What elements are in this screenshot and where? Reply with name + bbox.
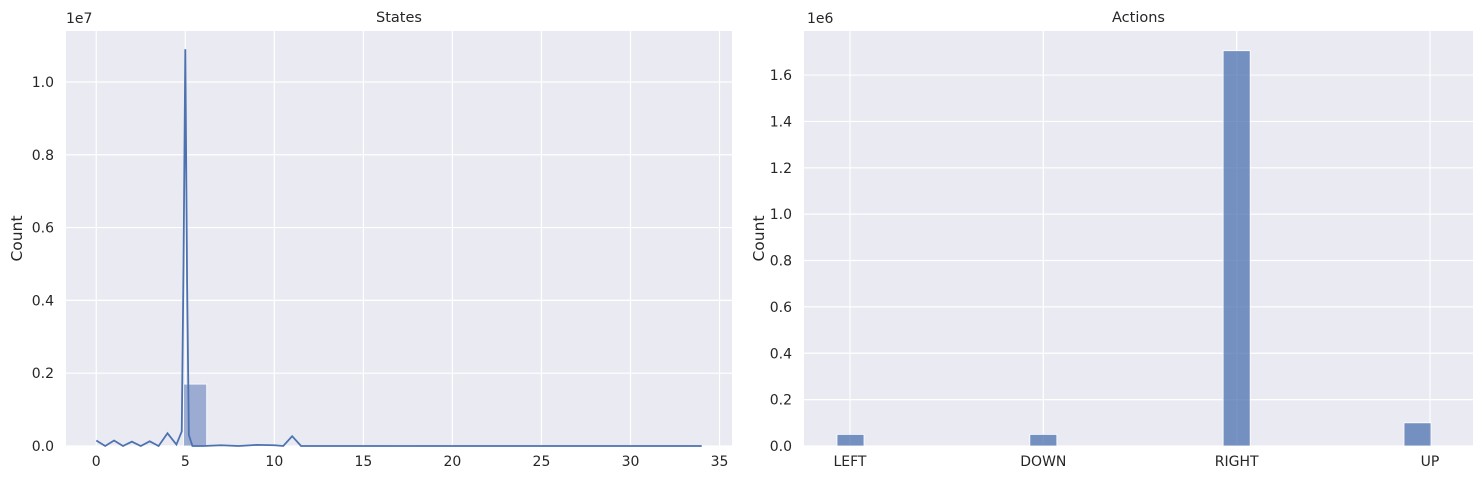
- states-y-tick-label: 0.2: [32, 366, 54, 382]
- actions-grid: [804, 31, 1473, 447]
- actions-bar-right: [1222, 50, 1251, 447]
- actions-plot-area: [804, 31, 1473, 446]
- states-y-ticks: 0.0 0.2 0.4 0.6 0.8 1.0: [32, 75, 54, 455]
- states-bar: [183, 383, 208, 447]
- states-x-ticks: 0 5 10 15 20 25 30 35: [92, 454, 729, 470]
- actions-y-tick-label: 0.6: [770, 300, 792, 316]
- actions-bar-up: [1403, 422, 1432, 447]
- states-y-offset-label: 1e7: [66, 11, 92, 27]
- actions-title: Actions: [1112, 10, 1165, 26]
- states-x-tick-label: 30: [622, 454, 640, 470]
- actions-x-tick-label: LEFT: [833, 454, 866, 470]
- states-x-tick-label: 5: [181, 454, 190, 470]
- states-x-tick-label: 20: [444, 454, 462, 470]
- actions-chart: LEFT DOWN RIGHT UP 0.0 0.2 0.4 0.6 0.8 1.0 1.2 1.4…: [750, 10, 1473, 470]
- states-y-axis-label: Count: [8, 215, 26, 261]
- states-plot-area: [66, 31, 732, 446]
- states-chart: 0 5 10 15 20 25 30 35 0.0 0.2 0.4 0.6 0.8 1.0 States…: [8, 10, 732, 470]
- actions-y-tick-label: 1.2: [770, 161, 792, 177]
- states-kde-line: [95, 49, 702, 448]
- actions-bar-left: [836, 434, 865, 447]
- states-grid: [66, 31, 732, 447]
- states-kde: [95, 49, 702, 448]
- actions-y-tick-label: 0.0: [770, 439, 792, 455]
- states-x-tick-label: 35: [711, 454, 729, 470]
- states-x-tick-label: 15: [354, 454, 372, 470]
- states-y-tick-label: 1.0: [32, 75, 54, 91]
- states-y-tick-label: 0.0: [32, 439, 54, 455]
- actions-x-ticks: LEFT DOWN RIGHT UP: [833, 454, 1439, 470]
- states-y-tick-label: 0.8: [32, 148, 54, 164]
- actions-bar-down: [1029, 434, 1058, 447]
- states-y-tick-label: 0.4: [32, 293, 54, 309]
- actions-y-tick-label: 0.4: [770, 346, 792, 362]
- actions-y-axis-label: Count: [750, 215, 768, 261]
- states-x-tick-label: 25: [533, 454, 551, 470]
- actions-y-tick-label: 1.0: [770, 207, 792, 223]
- actions-y-tick-label: 1.4: [770, 114, 792, 130]
- actions-x-tick-label: UP: [1421, 454, 1440, 470]
- states-x-tick-label: 0: [92, 454, 101, 470]
- actions-x-tick-label: DOWN: [1020, 454, 1066, 470]
- states-y-tick-label: 0.6: [32, 221, 54, 237]
- actions-bars: [836, 50, 1432, 447]
- actions-y-tick-label: 0.8: [770, 254, 792, 270]
- states-title: States: [376, 10, 422, 26]
- actions-x-tick-label: RIGHT: [1215, 454, 1259, 470]
- actions-y-tick-label: 1.6: [770, 68, 792, 84]
- states-x-tick-label: 10: [265, 454, 283, 470]
- actions-y-tick-label: 0.2: [770, 393, 792, 409]
- actions-y-offset-label: 1e6: [807, 11, 834, 27]
- actions-y-ticks: 0.0 0.2 0.4 0.6 0.8 1.0 1.2 1.4 1.6: [770, 68, 792, 455]
